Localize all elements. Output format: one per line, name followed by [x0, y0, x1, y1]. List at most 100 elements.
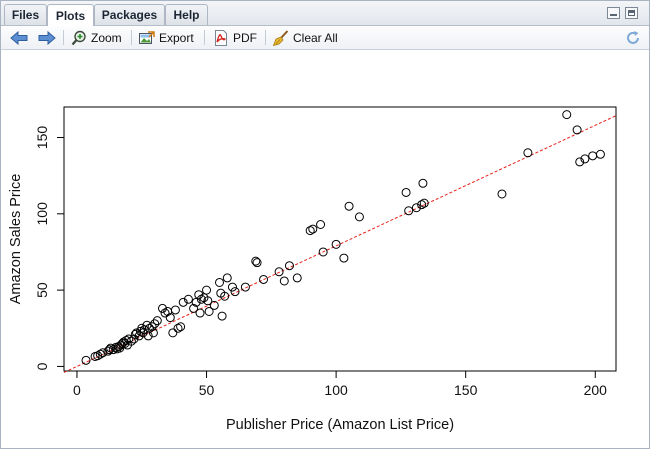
data-point [220, 291, 230, 301]
data-point [195, 308, 205, 318]
data-point [126, 336, 136, 346]
data-point [292, 273, 302, 283]
y-tick-label: 50 [34, 282, 50, 298]
data-point [95, 349, 105, 359]
refresh-plot-button[interactable] [625, 28, 645, 47]
tab-packages[interactable]: Packages [94, 4, 165, 25]
data-point [339, 253, 349, 263]
data-point [404, 206, 414, 216]
export-button[interactable]: Export [139, 28, 194, 47]
x-tick-label: 200 [584, 382, 608, 398]
pdf-file-icon [215, 29, 227, 46]
previous-plot-button[interactable] [10, 28, 32, 47]
data-point [316, 220, 326, 230]
scatter-plot: 0 50 100 150 200 0 50 100 150 Publisher Price (… [8, 106, 617, 433]
tab-plots[interactable]: Plots [47, 4, 94, 26]
data-point [580, 154, 590, 164]
data-point [183, 294, 193, 304]
next-plot-button[interactable] [38, 28, 60, 47]
data-point [497, 189, 507, 199]
data-point [132, 328, 142, 338]
zoom-button[interactable]: Zoom [71, 28, 122, 47]
data-point [103, 346, 113, 356]
refresh-icon [627, 30, 639, 44]
data-point [168, 328, 178, 338]
data-point [401, 187, 411, 197]
data-point [572, 125, 582, 135]
data-point [284, 261, 294, 271]
tab-label: Help [173, 8, 200, 22]
data-point [217, 311, 227, 321]
data-point [170, 305, 180, 315]
x-axis: 0 50 100 150 200 [73, 370, 608, 398]
data-point [214, 277, 224, 287]
data-point [230, 287, 240, 297]
maximize-icon [628, 10, 635, 16]
data-point [588, 151, 598, 161]
export-image-icon [139, 30, 155, 44]
y-axis-label: Amazon Sales Price [8, 174, 24, 305]
data-point [152, 316, 162, 326]
data-point [344, 201, 354, 211]
data-point [147, 322, 157, 332]
data-point [251, 256, 261, 266]
data-point [93, 351, 103, 361]
minimize-pane-button[interactable] [607, 7, 620, 19]
pane-tab-bar: Files Plots Packages Help [1, 1, 649, 26]
data-point [178, 297, 188, 307]
data-point [157, 303, 167, 313]
zoom-label: Zoom [91, 30, 122, 45]
y-axis: 0 50 100 150 [34, 126, 65, 370]
pdf-label: PDF [233, 30, 257, 45]
data-point [148, 328, 158, 338]
tab-help[interactable]: Help [165, 4, 208, 25]
toolbar-separator [265, 30, 266, 45]
data-point [165, 313, 175, 323]
data-point [227, 282, 237, 292]
tab-label: Packages [101, 8, 158, 22]
maximize-pane-button[interactable] [625, 7, 638, 19]
plot-area: 0 50 100 150 200 0 50 100 150 Publisher Price (… [1, 50, 649, 453]
data-point [209, 300, 219, 310]
data-point [318, 247, 328, 257]
x-tick-label: 150 [454, 382, 478, 398]
x-axis-label: Publisher Price (Amazon List Price) [226, 417, 454, 433]
data-point [173, 323, 183, 333]
export-label: Export [159, 30, 194, 45]
data-point [176, 322, 186, 332]
y-tick-label: 0 [34, 362, 50, 370]
data-point [108, 345, 118, 355]
data-point [523, 148, 533, 158]
y-tick-label: 100 [34, 202, 50, 226]
arrow-left-icon [10, 30, 28, 45]
toolbar-separator [204, 30, 205, 45]
tab-files[interactable]: Files [4, 4, 47, 25]
data-point [189, 303, 199, 313]
data-point [203, 296, 213, 306]
data-point [150, 319, 160, 329]
data-point [259, 274, 269, 284]
data-point [279, 276, 289, 286]
data-points [81, 110, 605, 365]
clear-all-button[interactable]: Clear All [273, 28, 338, 47]
data-point [116, 340, 126, 350]
data-point [160, 308, 170, 318]
data-point [305, 226, 315, 236]
data-point [354, 212, 364, 222]
data-point [419, 198, 429, 208]
x-tick-label: 100 [324, 382, 348, 398]
data-point [124, 334, 134, 344]
x-tick-label: 50 [199, 382, 215, 398]
magnifier-icon [71, 30, 86, 45]
pdf-button[interactable]: PDF [213, 28, 257, 47]
data-point [129, 334, 139, 344]
data-point [308, 224, 318, 234]
data-point [418, 178, 428, 188]
data-point [81, 355, 91, 365]
data-point [222, 273, 232, 283]
data-point [595, 149, 605, 159]
data-point [274, 267, 284, 277]
toolbar-separator [63, 30, 64, 45]
minimize-icon [610, 14, 617, 16]
